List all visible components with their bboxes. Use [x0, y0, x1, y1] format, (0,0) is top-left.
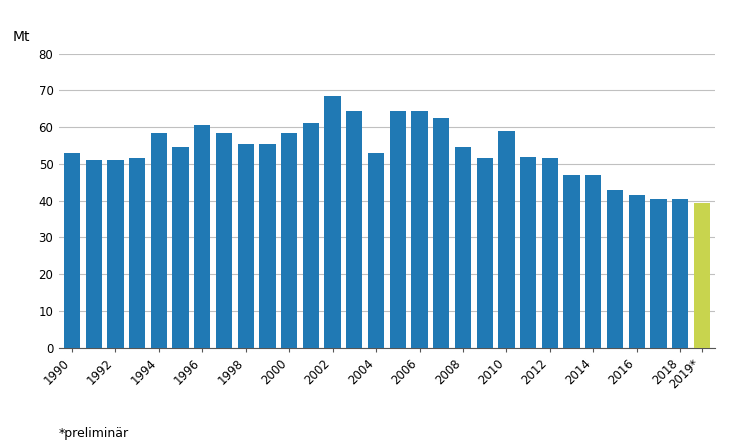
Bar	[563, 175, 580, 348]
Bar	[629, 195, 645, 348]
Bar	[368, 153, 384, 348]
Bar	[85, 160, 102, 348]
Bar	[650, 199, 666, 348]
Bar	[237, 144, 254, 348]
Bar	[477, 158, 493, 348]
Bar	[129, 158, 145, 348]
Bar	[498, 131, 514, 348]
Bar	[303, 124, 319, 348]
Text: *preliminär: *preliminär	[59, 427, 129, 440]
Bar	[585, 175, 601, 348]
Bar	[607, 190, 623, 348]
Bar	[433, 118, 450, 348]
Bar	[324, 96, 340, 348]
Bar	[108, 160, 124, 348]
Text: Mt: Mt	[13, 30, 30, 44]
Bar	[194, 125, 211, 348]
Bar	[390, 111, 406, 348]
Bar	[346, 111, 363, 348]
Bar	[542, 158, 558, 348]
Bar	[172, 147, 189, 348]
Bar	[281, 132, 297, 348]
Bar	[151, 132, 167, 348]
Bar	[455, 147, 471, 348]
Bar	[64, 153, 80, 348]
Bar	[672, 199, 688, 348]
Bar	[694, 202, 710, 348]
Bar	[520, 157, 537, 348]
Bar	[216, 132, 232, 348]
Bar	[411, 111, 427, 348]
Bar	[259, 144, 276, 348]
